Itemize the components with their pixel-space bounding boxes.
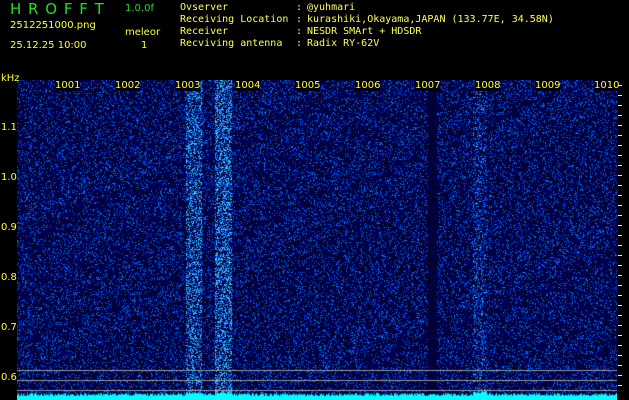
info-value: NESDR SMArt + HDSDR bbox=[307, 26, 422, 37]
info-label: Receiving Location bbox=[180, 14, 289, 25]
y-axis-tick bbox=[618, 165, 622, 166]
y-axis-tick bbox=[618, 105, 622, 106]
y-axis-tick bbox=[618, 305, 622, 306]
x-tick-label: 1008 bbox=[475, 80, 501, 91]
spectrogram bbox=[17, 80, 617, 400]
y-tick-label: 0.9 bbox=[1, 222, 17, 233]
y-axis-tick bbox=[618, 245, 622, 246]
y-axis-tick bbox=[618, 275, 622, 276]
y-axis-tick bbox=[618, 365, 622, 366]
info-value: kurashiki,Okayama,JAPAN (133.77E, 34.58N… bbox=[307, 14, 554, 25]
info-colon: : bbox=[296, 26, 303, 37]
y-axis-tick bbox=[618, 375, 622, 376]
y-axis-tick bbox=[618, 235, 622, 236]
y-tick-label: 1.1 bbox=[1, 122, 17, 133]
y-axis-tick bbox=[618, 145, 622, 146]
info-colon: : bbox=[296, 2, 303, 13]
y-axis-tick bbox=[618, 125, 622, 126]
y-axis-tick bbox=[618, 325, 622, 326]
x-tick-label: 1002 bbox=[115, 80, 141, 91]
x-tick-label: 1010 bbox=[594, 80, 620, 91]
info-label: Recviving antenna bbox=[180, 38, 283, 49]
x-tick-label: 1003 bbox=[175, 80, 201, 91]
y-axis-tick bbox=[618, 225, 622, 226]
y-axis-tick bbox=[618, 135, 622, 136]
y-axis-tick bbox=[618, 155, 622, 156]
file-name: 2512251000.png bbox=[10, 20, 96, 31]
y-axis-tick bbox=[618, 115, 622, 116]
y-axis-tick bbox=[618, 355, 622, 356]
app-version: 1.0.0f bbox=[125, 3, 154, 14]
info-colon: : bbox=[296, 14, 303, 25]
x-tick-label: 1007 bbox=[415, 80, 441, 91]
y-tick-label: 0.6 bbox=[1, 372, 17, 383]
x-tick-label: 1001 bbox=[55, 80, 81, 91]
meteor-label: meleor bbox=[125, 27, 161, 38]
y-axis-tick bbox=[618, 185, 622, 186]
y-axis-tick bbox=[618, 255, 622, 256]
y-axis-tick bbox=[618, 385, 622, 386]
y-axis-tick bbox=[618, 315, 622, 316]
y-axis-tick bbox=[618, 205, 622, 206]
x-tick-label: 1006 bbox=[355, 80, 381, 91]
meteor-count: 1 bbox=[141, 40, 148, 51]
x-tick-label: 1005 bbox=[295, 80, 321, 91]
y-axis-tick bbox=[618, 335, 622, 336]
y-tick-label: 1.0 bbox=[1, 172, 17, 183]
y-tick-label: 0.7 bbox=[1, 322, 17, 333]
y-axis-tick bbox=[618, 195, 622, 196]
x-tick-label: 1009 bbox=[535, 80, 561, 91]
y-axis-tick bbox=[618, 215, 622, 216]
y-axis-tick bbox=[618, 95, 622, 96]
y-axis-tick bbox=[618, 85, 622, 86]
y-axis-tick bbox=[618, 295, 622, 296]
y-axis-tick bbox=[618, 285, 622, 286]
x-tick-label: 1004 bbox=[235, 80, 261, 91]
y-axis-tick bbox=[618, 345, 622, 346]
info-label: Receiver bbox=[180, 26, 229, 37]
y-unit-label: kHz bbox=[1, 73, 20, 84]
y-axis-tick bbox=[618, 175, 622, 176]
info-value: Radix RY-62V bbox=[307, 38, 380, 49]
timestamp: 25.12.25 10:00 bbox=[10, 40, 87, 51]
y-tick-label: 0.8 bbox=[1, 272, 17, 283]
app-title: H R O F F T bbox=[10, 0, 104, 18]
info-value: @yuhmari bbox=[307, 2, 356, 13]
y-axis-tick bbox=[618, 265, 622, 266]
info-colon: : bbox=[296, 38, 303, 49]
info-label: Ovserver bbox=[180, 2, 229, 13]
